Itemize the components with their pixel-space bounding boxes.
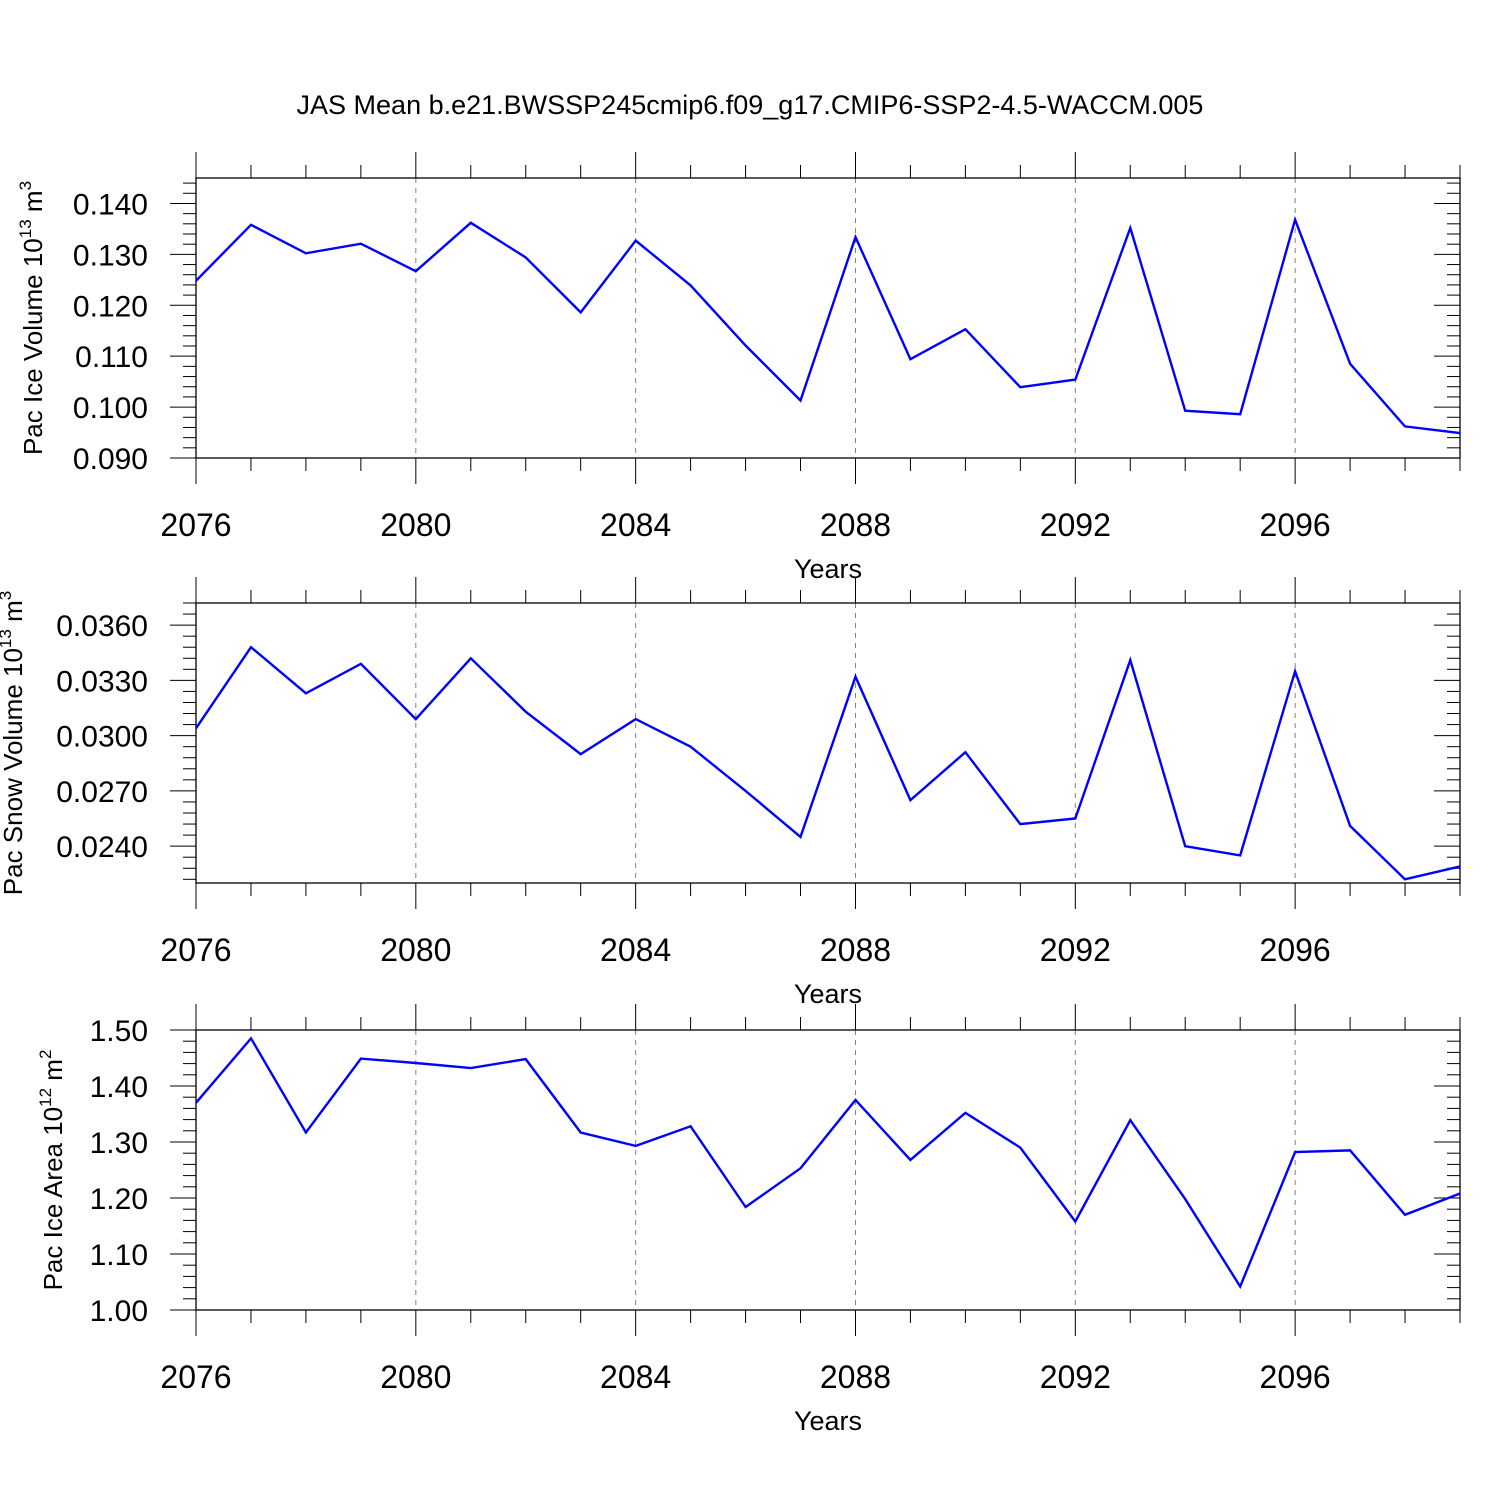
y-tick-label: 0.140 bbox=[73, 188, 148, 221]
x-tick-label: 2076 bbox=[160, 507, 231, 543]
y-tick-label: 1.00 bbox=[90, 1295, 148, 1328]
y-tick-label: 1.10 bbox=[90, 1239, 148, 1272]
x-tick-label: 2096 bbox=[1260, 507, 1331, 543]
y-tick-label: 1.40 bbox=[90, 1071, 148, 1104]
y-tick-label: 0.110 bbox=[75, 341, 148, 374]
y-axis-label: Pac Ice Area 1012 m2 bbox=[36, 1050, 68, 1291]
plot-frame bbox=[195, 177, 1461, 459]
x-tick-label: 2076 bbox=[160, 1359, 231, 1395]
x-tick-label: 2084 bbox=[600, 1359, 671, 1395]
y-tick-label: 1.20 bbox=[90, 1183, 148, 1216]
y-tick-label: 0.0360 bbox=[56, 610, 148, 643]
y-tick-label: 1.30 bbox=[90, 1127, 148, 1160]
y-tick-label: 0.0330 bbox=[56, 665, 148, 698]
series-line bbox=[195, 645, 1461, 881]
y-tick-label: 0.090 bbox=[73, 443, 148, 476]
y-axis-label: Pac Snow Volume 1013 m3 bbox=[0, 591, 28, 895]
x-tick-label: 2092 bbox=[1040, 507, 1111, 543]
panel-1: 2076 2080 2084 2088 2092 2096 0.090 0.100 0.110 0… bbox=[16, 152, 1461, 584]
y-tick-label: 1.50 bbox=[90, 1015, 148, 1048]
series-line bbox=[195, 215, 1461, 435]
x-tick-label: 2092 bbox=[1040, 1359, 1111, 1395]
y-axis-label: Pac Ice Volume 1013 m3 bbox=[16, 181, 48, 455]
series-line bbox=[195, 1036, 1461, 1290]
x-tick-label: 2084 bbox=[600, 507, 671, 543]
y-tick-label: 0.0270 bbox=[56, 776, 148, 809]
x-tick-label: 2084 bbox=[600, 932, 671, 968]
y-tick-label: 0.0300 bbox=[56, 721, 148, 754]
x-tick-label: 2096 bbox=[1260, 932, 1331, 968]
panel-2: 2076 2080 2084 2088 2092 2096 0.0240 0.0270 0.03… bbox=[0, 577, 1461, 1009]
x-tick-label: 2080 bbox=[380, 507, 451, 543]
y-tick-label: 0.120 bbox=[73, 290, 148, 323]
x-axis-label: Years bbox=[794, 1406, 862, 1436]
x-axis-label: Years bbox=[794, 554, 862, 584]
x-tick-label: 2092 bbox=[1040, 932, 1111, 968]
panels: 2076 2080 2084 2088 2092 2096 0.090 0.100 0.110 0… bbox=[0, 152, 1461, 1436]
x-tick-label: 2080 bbox=[380, 932, 451, 968]
x-tick-label: 2076 bbox=[160, 932, 231, 968]
x-tick-label: 2088 bbox=[820, 1359, 891, 1395]
panel-3: 2076 2080 2084 2088 2092 2096 1.00 1.10 1.20 1.30… bbox=[36, 1004, 1461, 1436]
figure-title: JAS Mean b.e21.BWSSP245cmip6.f09_g17.CMI… bbox=[297, 90, 1204, 120]
x-tick-label: 2088 bbox=[820, 932, 891, 968]
y-tick-label: 0.0240 bbox=[56, 831, 148, 864]
x-axis-label: Years bbox=[794, 979, 862, 1009]
plot-frame bbox=[195, 602, 1461, 884]
y-tick-label: 0.100 bbox=[73, 392, 148, 425]
x-tick-label: 2080 bbox=[380, 1359, 451, 1395]
plot-frame bbox=[195, 1029, 1461, 1311]
x-tick-label: 2096 bbox=[1260, 1359, 1331, 1395]
y-tick-label: 0.130 bbox=[73, 239, 148, 272]
x-tick-label: 2088 bbox=[820, 507, 891, 543]
